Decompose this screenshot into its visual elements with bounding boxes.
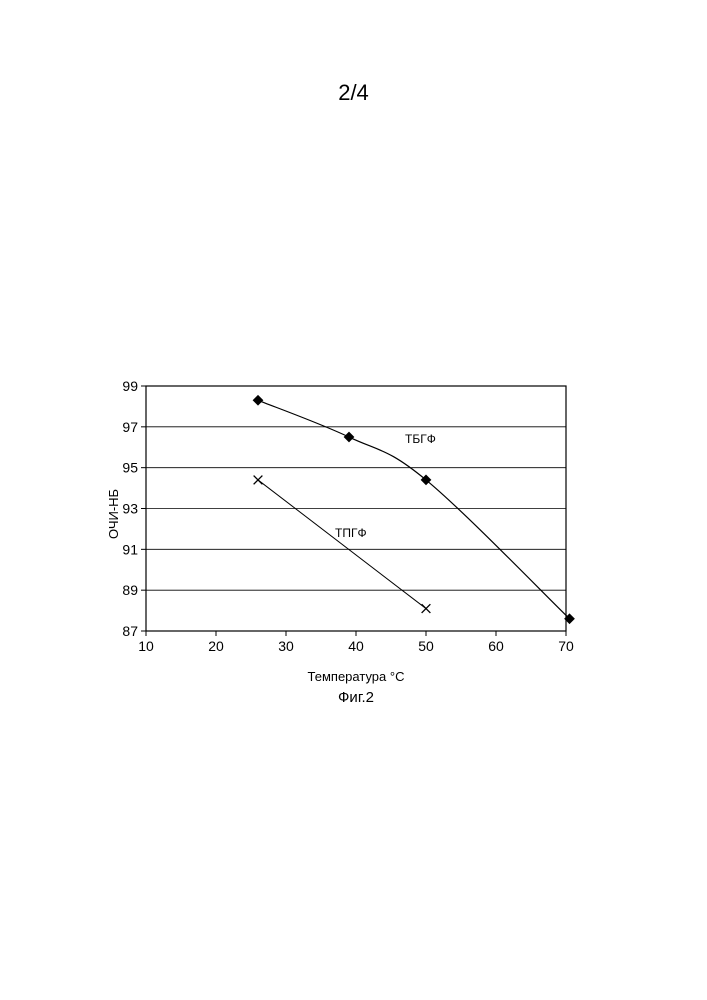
svg-text:50: 50: [418, 638, 434, 654]
svg-text:ТБГФ: ТБГФ: [405, 432, 436, 446]
svg-text:99: 99: [122, 380, 138, 394]
figure-caption: Фиг.2: [146, 689, 566, 706]
svg-text:10: 10: [138, 638, 154, 654]
page: 2/4 10 20 30 40 50 60 70 87 89 91 93 95 97 99 ТБГФ ТПГФ…: [0, 0, 707, 1000]
svg-text:40: 40: [348, 638, 364, 654]
svg-text:70: 70: [558, 638, 574, 654]
svg-text:89: 89: [122, 582, 138, 598]
page-number: 2/4: [0, 80, 707, 106]
chart-container: 10 20 30 40 50 60 70 87 89 91 93 95 97 99 ТБГФ ТПГФ: [100, 380, 576, 666]
x-axis-title: Температура °С: [146, 669, 566, 684]
chart-svg: 10 20 30 40 50 60 70 87 89 91 93 95 97 99 ТБГФ ТПГФ: [100, 380, 576, 661]
svg-text:60: 60: [488, 638, 504, 654]
svg-text:91: 91: [122, 541, 138, 557]
y-axis-title: ОЧИ-НБ: [106, 488, 121, 538]
svg-text:95: 95: [122, 460, 138, 476]
svg-text:87: 87: [122, 623, 138, 639]
svg-text:30: 30: [278, 638, 294, 654]
svg-text:97: 97: [122, 419, 138, 435]
svg-text:ТПГФ: ТПГФ: [335, 526, 367, 540]
svg-text:93: 93: [122, 501, 138, 517]
svg-text:20: 20: [208, 638, 224, 654]
